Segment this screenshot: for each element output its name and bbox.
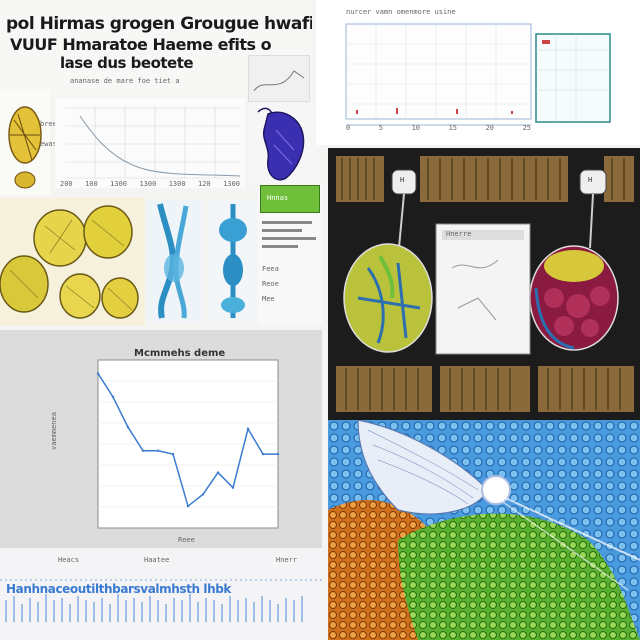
mid-label-c: Mee: [262, 295, 275, 303]
blue-vessel-panel-2: [208, 200, 258, 322]
header-line-3: lase dus beotete: [60, 54, 194, 72]
fruit-illustration-top: [0, 90, 50, 195]
green-box: Hnnas: [260, 185, 320, 213]
header-panel: pol Hirmas grogen Grougue hwafi VUUF Hma…: [0, 0, 312, 95]
tick: 1300: [223, 180, 240, 188]
decay-chart-xticks: 200 100 1300 1300 1300 120 1300: [60, 180, 240, 188]
tick: 120: [198, 180, 211, 188]
line-chart-title: Mcmmehs deme: [134, 348, 226, 359]
data-point: [156, 449, 160, 452]
data-point: [246, 427, 250, 431]
tick: 1300: [139, 180, 157, 188]
header-line-2: VUUF Hmaratoe Haeme efits o: [10, 35, 272, 54]
dark-right-label: H: [588, 176, 593, 184]
data-point: [111, 395, 115, 399]
mid-label-b: Reoe: [262, 280, 279, 288]
purple-organ-illustration: [248, 100, 320, 185]
footer-mid: Haatee: [144, 556, 170, 564]
top-right-panel: nurcer vamn omenmore usine 0 5 10 15 20 …: [316, 0, 640, 145]
data-point: [96, 372, 100, 375]
sketch-box: [248, 55, 310, 102]
cell-pattern-panel: [328, 420, 640, 640]
data-point: [186, 504, 190, 508]
dark-flask-panel: Hnerre H H: [328, 148, 640, 420]
line-chart-panel: Mcmmehs deme vaemmenea Reee: [0, 330, 322, 550]
data-point: [216, 471, 220, 474]
tick: 20: [485, 124, 494, 132]
data-point: [261, 452, 265, 456]
header-caption: ananase de mare foe tiet a: [70, 77, 180, 85]
data-point: [141, 449, 145, 452]
decay-chart: [55, 98, 245, 188]
data-point: [276, 452, 280, 456]
header-line-1: pol Hirmas grogen Grougue hwafi: [6, 14, 312, 34]
bar-lines: [262, 221, 318, 253]
dark-left-label: H: [400, 176, 405, 184]
tick: 1300: [168, 180, 186, 188]
line-chart: [96, 359, 280, 529]
top-right-caption: nurcer vamn omenmore usine: [346, 8, 456, 16]
tick: 25: [522, 124, 531, 132]
tick: 10: [411, 124, 420, 132]
data-point: [201, 493, 205, 496]
side-label-2: ewas: [40, 140, 57, 148]
top-right-xticks: 0 5 10 15 20 25: [346, 124, 531, 132]
green-box-label: Hnnas: [267, 194, 289, 202]
tick: 15: [448, 124, 457, 132]
blue-vessel-panel-1: [146, 200, 202, 322]
dark-note-title: Hnerre: [446, 230, 472, 238]
line-chart-xlabel: Reee: [178, 536, 195, 544]
mid-label-column: Hnnas Feea Reoe Mee: [258, 185, 323, 325]
side-label-1: bree: [40, 120, 57, 128]
bottom-strip-text: Hanhnaceoutilthbarsvalmhsth lhbk: [6, 582, 232, 596]
yellow-fruit-panel: [0, 198, 145, 326]
tick: 1300: [110, 180, 128, 188]
footer-left: Heacs: [58, 556, 80, 564]
data-point: [171, 452, 175, 456]
tick: 200: [60, 180, 73, 188]
bottom-strip: Heacs Haatee Hnerr Hanhnaceoutilthbarsva: [0, 548, 322, 640]
footer-right: Hnerr: [276, 556, 298, 564]
tick: 0: [346, 124, 351, 132]
tick: 5: [378, 124, 383, 132]
mid-label-a: Feea: [262, 265, 279, 273]
data-point: [231, 486, 235, 489]
tick: 100: [85, 180, 98, 188]
data-point: [126, 426, 130, 429]
